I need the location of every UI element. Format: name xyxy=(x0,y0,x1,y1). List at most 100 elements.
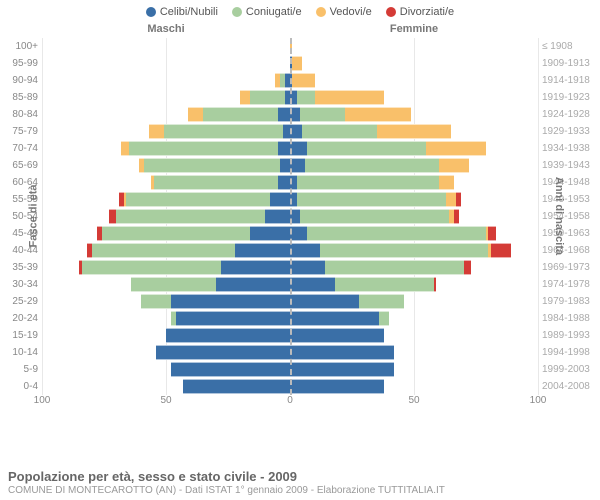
female-bar xyxy=(290,310,538,327)
segment-con xyxy=(116,209,265,224)
female-bar xyxy=(290,259,538,276)
y-right-title: Anni di nascita xyxy=(553,176,565,254)
pyramid-row: 25-291979-1983 xyxy=(0,293,600,310)
segment-cel xyxy=(183,379,290,394)
segment-ved xyxy=(345,107,412,122)
age-label: 20-24 xyxy=(0,310,42,327)
segment-cel xyxy=(171,294,290,309)
segment-div xyxy=(434,277,436,292)
pyramid-row: 75-79 1929-1933 xyxy=(0,123,600,140)
segment-con xyxy=(126,192,270,207)
segment-cel xyxy=(290,107,300,122)
segment-con xyxy=(164,124,283,139)
male-bar xyxy=(42,208,290,225)
pyramid-row: 30-341974-1978 xyxy=(0,276,600,293)
legend-swatch xyxy=(232,7,242,17)
segment-ved xyxy=(315,90,384,105)
segment-div xyxy=(454,209,459,224)
male-bar xyxy=(42,191,290,208)
segment-con xyxy=(300,209,449,224)
birth-label: 1914-1918 xyxy=(538,72,600,89)
segment-cel xyxy=(290,345,394,360)
pyramid-rows: 100+≤ 190895-991909-191390-941914-191885… xyxy=(0,38,600,395)
segment-cel xyxy=(290,141,307,156)
age-label: 80-84 xyxy=(0,106,42,123)
segment-ved xyxy=(149,124,164,139)
male-bar xyxy=(42,89,290,106)
segment-cel xyxy=(250,226,290,241)
female-bar xyxy=(290,106,538,123)
segment-cel xyxy=(290,362,394,377)
male-bar xyxy=(42,174,290,191)
segment-con xyxy=(297,175,438,190)
segment-cel xyxy=(290,260,325,275)
male-bar xyxy=(42,361,290,378)
x-tick: 0 xyxy=(287,395,293,406)
male-bar xyxy=(42,157,290,174)
female-bar xyxy=(290,140,538,157)
birth-label: 1964-1968 xyxy=(538,242,600,259)
segment-con xyxy=(320,243,489,258)
pyramid-row: 35-391969-1973 xyxy=(0,259,600,276)
female-bar xyxy=(290,276,538,293)
female-bar xyxy=(290,208,538,225)
birth-label: 1949-1953 xyxy=(538,191,600,208)
segment-con xyxy=(335,277,434,292)
pyramid-row: 90-941914-1918 xyxy=(0,72,600,89)
segment-ved xyxy=(377,124,451,139)
segment-con xyxy=(307,141,426,156)
female-bar xyxy=(290,361,538,378)
population-pyramid: Maschi Femmine 100+≤ 190895-991909-19139… xyxy=(0,20,600,411)
birth-label: 1939-1943 xyxy=(538,157,600,174)
age-label: 30-34 xyxy=(0,276,42,293)
legend-item: Coniugati/e xyxy=(232,6,302,18)
male-bar xyxy=(42,378,290,395)
chart-footer: Popolazione per età, sesso e stato civil… xyxy=(8,469,592,496)
age-label: 10-14 xyxy=(0,344,42,361)
legend-label: Vedovi/e xyxy=(330,6,372,18)
male-bar xyxy=(42,242,290,259)
age-label: 75-79 xyxy=(0,123,42,140)
age-label: 15-19 xyxy=(0,327,42,344)
pyramid-row: 15-19 1989-1993 xyxy=(0,327,600,344)
segment-con xyxy=(203,107,277,122)
legend-swatch xyxy=(316,7,326,17)
segment-div xyxy=(491,243,511,258)
segment-cel xyxy=(290,175,297,190)
male-bar xyxy=(42,106,290,123)
segment-cel xyxy=(270,192,290,207)
birth-label: 1909-1913 xyxy=(538,55,600,72)
legend-swatch xyxy=(146,7,156,17)
chart-title: Popolazione per età, sesso e stato civil… xyxy=(8,469,592,484)
segment-con xyxy=(131,277,215,292)
segment-con xyxy=(144,158,280,173)
female-bar xyxy=(290,225,538,242)
segment-cel xyxy=(290,243,320,258)
pyramid-row: 20-241984-1988 xyxy=(0,310,600,327)
segment-ved xyxy=(188,107,203,122)
age-label: 65-69 xyxy=(0,157,42,174)
female-bar xyxy=(290,89,538,106)
birth-label: 1994-1998 xyxy=(538,344,600,361)
pyramid-row: 85-891919-1923 xyxy=(0,89,600,106)
x-tick: 50 xyxy=(160,395,171,406)
segment-ved xyxy=(439,158,469,173)
female-bar xyxy=(290,38,538,55)
birth-label: 1989-1993 xyxy=(538,327,600,344)
segment-con xyxy=(379,311,389,326)
pyramid-row: 55-591949-1953 xyxy=(0,191,600,208)
segment-cel xyxy=(278,107,290,122)
age-label: 35-39 xyxy=(0,259,42,276)
birth-label: 1999-2003 xyxy=(538,361,600,378)
birth-label: ≤ 1908 xyxy=(538,38,600,55)
birth-label: 1934-1938 xyxy=(538,140,600,157)
segment-con xyxy=(359,294,404,309)
age-label: 0-4 xyxy=(0,378,42,395)
pyramid-row: 5-91999-2003 xyxy=(0,361,600,378)
pyramid-row: 40-441964-1968 xyxy=(0,242,600,259)
female-bar xyxy=(290,72,538,89)
x-tick: 100 xyxy=(530,395,547,406)
female-title: Femmine xyxy=(290,23,538,35)
birth-label: 1959-1963 xyxy=(538,225,600,242)
birth-label: 1929-1933 xyxy=(538,123,600,140)
